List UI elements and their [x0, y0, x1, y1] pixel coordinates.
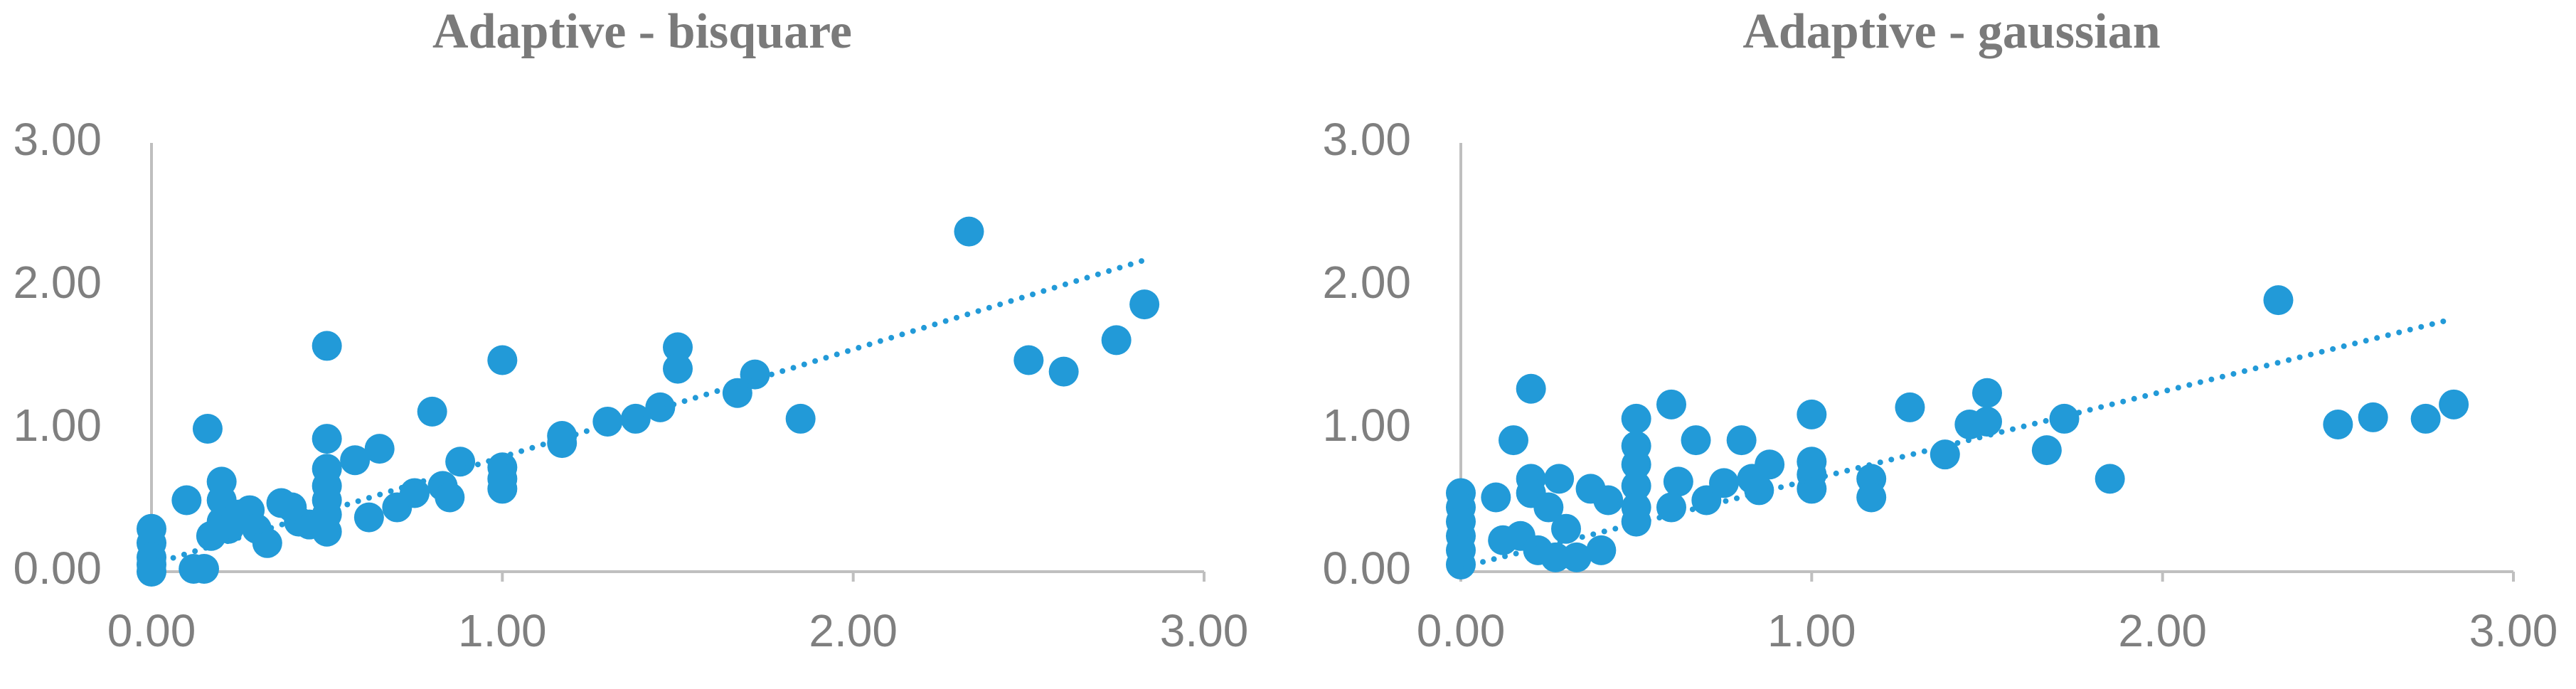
x-tick-label: 0.00: [1417, 605, 1506, 656]
scatter-point: [400, 478, 430, 508]
scatter-point: [954, 216, 984, 247]
scatter-point: [1621, 403, 1651, 434]
y-tick-label: 1.00: [13, 400, 102, 451]
scatter-point: [2410, 403, 2441, 434]
scatter-point: [620, 403, 651, 434]
scatter-point: [1499, 425, 1528, 456]
scatter-point: [2358, 402, 2388, 432]
scatter-point: [2049, 403, 2080, 434]
y-tick-label: 3.00: [13, 114, 102, 165]
x-tick-label: 2.00: [2118, 605, 2207, 656]
scatter-point: [1755, 449, 1785, 480]
scatter-point: [340, 445, 371, 476]
chart-title: Adaptive - bisquare: [432, 4, 852, 59]
scatter-point: [1621, 471, 1651, 501]
scatter-point: [487, 474, 518, 504]
scatter-point: [364, 434, 395, 464]
trendline: [149, 257, 1148, 567]
y-tick-label: 0.00: [13, 543, 102, 594]
scatter-point: [1709, 468, 1739, 498]
scatter-point: [2031, 435, 2062, 466]
scatter-point: [1481, 482, 1511, 513]
scatter-point: [2095, 464, 2125, 494]
scatter-point: [1586, 535, 1617, 565]
scatter-point: [1446, 549, 1476, 579]
scatter-point: [722, 378, 752, 408]
x-tick-label: 3.00: [1160, 605, 1249, 656]
scatter-point: [663, 353, 693, 384]
scatter-point: [2323, 409, 2353, 439]
scatter-point: [1895, 392, 1925, 422]
x-tick-label: 2.00: [809, 605, 898, 656]
scatter-point: [1856, 482, 1887, 513]
scatter-point: [171, 485, 202, 516]
scatter-point: [312, 424, 342, 454]
scatter-point: [1797, 399, 1827, 429]
scatter-point: [1129, 289, 1160, 320]
scatter-point: [1544, 464, 1575, 494]
x-tick-label: 1.00: [1767, 605, 1856, 656]
scatter-point: [1101, 325, 1132, 356]
scatter-point: [1663, 466, 1693, 497]
scatter-point: [1551, 513, 1581, 544]
scatter-point: [1656, 389, 1686, 420]
scatter-point: [1681, 425, 1711, 456]
scatter-point: [2439, 389, 2469, 420]
scatter-point: [1726, 425, 1757, 456]
scatter-point: [353, 502, 384, 533]
scatter-point: [1972, 378, 2002, 408]
scatter-point: [663, 332, 693, 363]
y-tick-label: 3.00: [1322, 114, 1411, 165]
scatter-point: [252, 528, 282, 558]
scatter-point: [137, 557, 166, 587]
y-tick-label: 1.00: [1322, 400, 1411, 451]
x-tick-label: 0.00: [107, 605, 196, 656]
scatter-point: [1048, 356, 1079, 387]
y-tick-label: 2.00: [13, 257, 102, 308]
scatter-point: [487, 345, 518, 375]
scatter-point: [785, 403, 816, 434]
scatter-point: [1540, 542, 1571, 572]
scatter-point: [192, 414, 223, 444]
x-tick-label: 3.00: [2469, 605, 2558, 656]
scatter-point: [1561, 542, 1592, 572]
y-tick-label: 0.00: [1322, 543, 1411, 594]
y-tick-label: 2.00: [1322, 257, 1411, 308]
scatter-point: [592, 406, 623, 437]
x-tick-label: 1.00: [458, 605, 547, 656]
trendline: [1458, 316, 2457, 570]
scatter-point: [312, 331, 342, 361]
scatter-point: [1656, 492, 1686, 523]
scatter-point: [547, 428, 578, 459]
scatter-point: [1533, 492, 1564, 523]
scatter-point: [312, 516, 342, 547]
scatter-point: [435, 482, 465, 513]
scatter-point: [1593, 485, 1624, 516]
scatter-point: [740, 359, 770, 390]
scatter-point: [445, 447, 476, 477]
chart-title: Adaptive - gaussian: [1742, 4, 2160, 59]
scatter-point: [417, 396, 447, 427]
scatter-point: [1621, 449, 1651, 480]
scatter-point: [1972, 406, 2002, 437]
scatter-point: [2263, 285, 2294, 316]
scatter-point: [189, 553, 219, 584]
scatter-point: [1516, 373, 1546, 404]
scatter-point: [1013, 345, 1044, 375]
